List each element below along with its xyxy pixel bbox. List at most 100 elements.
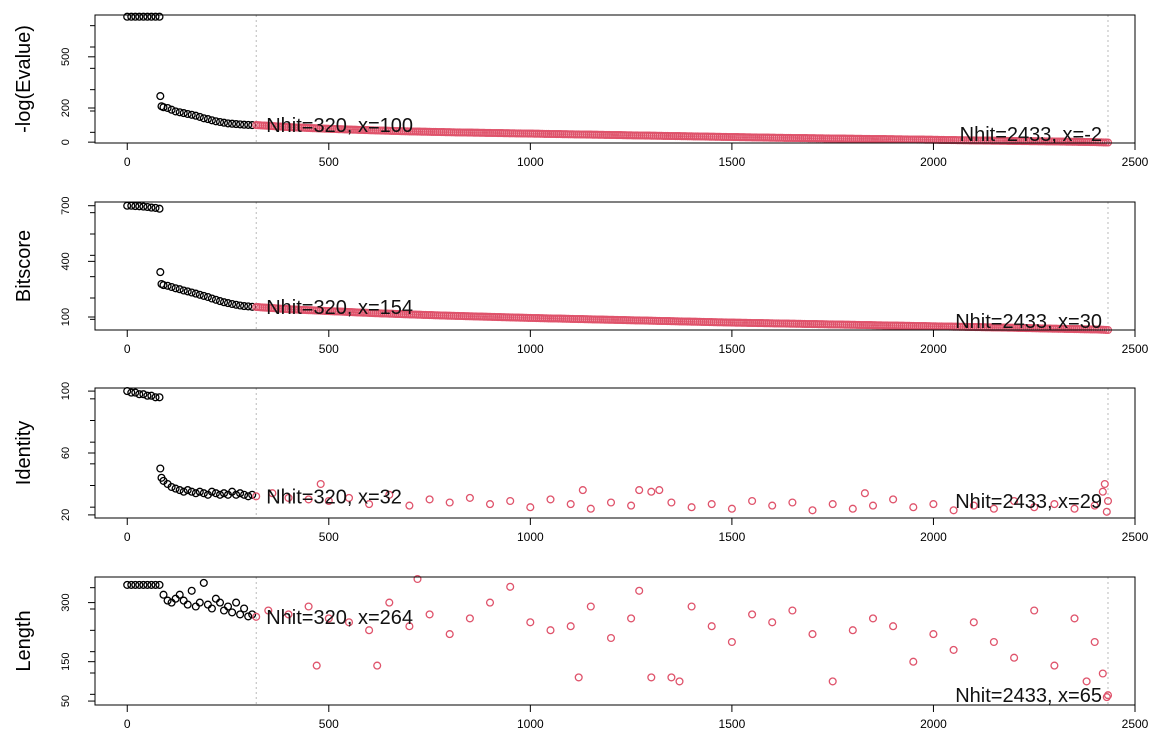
annotation-label: Nhit=320, x=32 — [266, 486, 402, 508]
data-point — [151, 580, 160, 589]
panel-2: 0 500 1000 1500 2000 2500 100 400 700 Bitscore Nhi… — [13, 197, 1149, 356]
data-point — [219, 118, 229, 127]
data-point — [578, 486, 587, 495]
data-point — [223, 119, 233, 128]
data-point — [215, 297, 225, 306]
x-tick-label: 500 — [319, 342, 339, 356]
data-point — [203, 292, 212, 302]
y-tick-label: 500 — [60, 48, 72, 66]
data-point — [175, 590, 184, 599]
data-point — [768, 501, 777, 510]
x-tick-label: 2000 — [920, 530, 947, 544]
data-point — [236, 301, 245, 310]
annotation-label: Nhit=2433, x=-2 — [960, 124, 1102, 146]
data-point — [748, 496, 757, 506]
data-point — [179, 109, 188, 118]
data-point — [232, 300, 241, 309]
data-point — [151, 203, 160, 212]
data-point — [949, 645, 958, 654]
data-point — [506, 582, 515, 591]
data-point — [183, 486, 192, 495]
data-point — [768, 618, 777, 627]
data-point — [191, 111, 200, 120]
y-tick-label: 50 — [60, 695, 72, 707]
x-tick-label: 500 — [319, 717, 339, 731]
x-tick-label: 500 — [319, 530, 339, 544]
data-point — [465, 493, 474, 502]
data-point — [445, 498, 454, 507]
data-point — [949, 506, 958, 515]
y-tick-label: 400 — [60, 252, 72, 270]
points — [123, 12, 1113, 147]
x-tick-label: 2500 — [1122, 155, 1149, 169]
data-point — [143, 580, 152, 589]
data-point — [365, 626, 374, 635]
x-tick-label: 2500 — [1122, 342, 1149, 356]
x-tick-label: 0 — [124, 717, 131, 731]
x-axis: 0 500 1000 1500 2000 2500 — [124, 518, 1149, 544]
data-point — [199, 291, 208, 300]
data-point — [207, 294, 216, 303]
data-point — [159, 281, 168, 290]
y-tick-label: 20 — [60, 509, 72, 521]
data-point — [304, 602, 313, 611]
data-point — [143, 202, 152, 212]
data-point — [155, 580, 164, 589]
y-tick-label: 200 — [60, 99, 72, 117]
data-point — [171, 284, 180, 293]
data-point — [1090, 501, 1099, 510]
data-point — [211, 295, 220, 304]
x-tick-label: 500 — [319, 155, 339, 169]
data-point — [707, 622, 716, 631]
data-point — [232, 120, 241, 129]
x-tick-label: 2000 — [920, 155, 947, 169]
data-point — [199, 114, 208, 123]
data-point — [1050, 661, 1059, 670]
data-point — [215, 598, 225, 607]
data-point — [909, 657, 918, 666]
points — [123, 574, 1113, 702]
y-axis-label: Identity — [13, 421, 35, 485]
data-point — [586, 602, 595, 611]
data-point — [171, 484, 180, 493]
data-point — [187, 288, 196, 297]
x-tick-label: 1500 — [719, 155, 746, 169]
data-point — [135, 12, 144, 21]
data-point — [175, 285, 184, 294]
data-point — [606, 498, 616, 507]
data-point — [748, 610, 757, 619]
data-point — [240, 120, 249, 129]
data-point — [284, 493, 293, 502]
data-point — [240, 604, 249, 613]
data-point — [868, 501, 878, 510]
data-point — [889, 622, 898, 631]
data-point — [199, 489, 208, 498]
data-point — [1100, 479, 1109, 489]
data-point — [195, 290, 204, 299]
data-point — [183, 109, 192, 119]
data-point — [252, 612, 261, 621]
data-point — [191, 602, 200, 611]
y-axis: 100 400 700 — [60, 197, 95, 326]
data-point — [143, 391, 152, 400]
data-point — [244, 492, 253, 501]
data-point — [889, 495, 898, 504]
data-point — [191, 289, 200, 298]
x-tick-label: 2500 — [1122, 530, 1149, 544]
data-point — [526, 618, 535, 627]
data-point — [147, 391, 156, 400]
data-point — [405, 501, 414, 510]
x-tick-label: 1000 — [517, 530, 544, 544]
data-point — [667, 673, 676, 682]
data-point — [252, 492, 261, 501]
data-point — [312, 661, 321, 670]
panel-3: 0 500 1000 1500 2000 2500 20 60 100 Identity Nhit=… — [13, 382, 1149, 544]
data-point — [655, 486, 664, 495]
data-point — [211, 594, 220, 603]
plot-frame — [94, 576, 1136, 706]
data-point — [727, 637, 736, 647]
data-point — [175, 108, 184, 117]
x-axis: 0 500 1000 1500 2000 2500 — [124, 330, 1149, 356]
data-point — [167, 482, 176, 492]
data-point — [147, 203, 156, 212]
